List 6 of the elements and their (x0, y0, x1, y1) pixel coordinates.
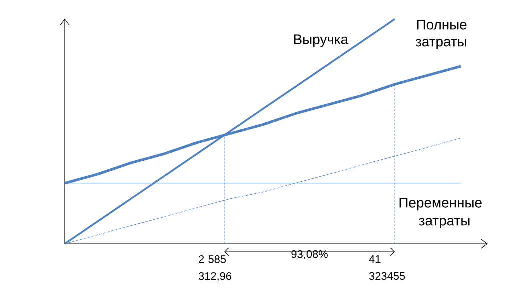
series-label: Выручка (294, 34, 349, 48)
text: 2 585 312,96 (198, 256, 232, 282)
text: 41 323455 (369, 256, 406, 280)
text: Переменные затраты (400, 198, 482, 229)
text: 93,08% (292, 250, 328, 260)
series-label: Полные затраты (416, 20, 467, 50)
